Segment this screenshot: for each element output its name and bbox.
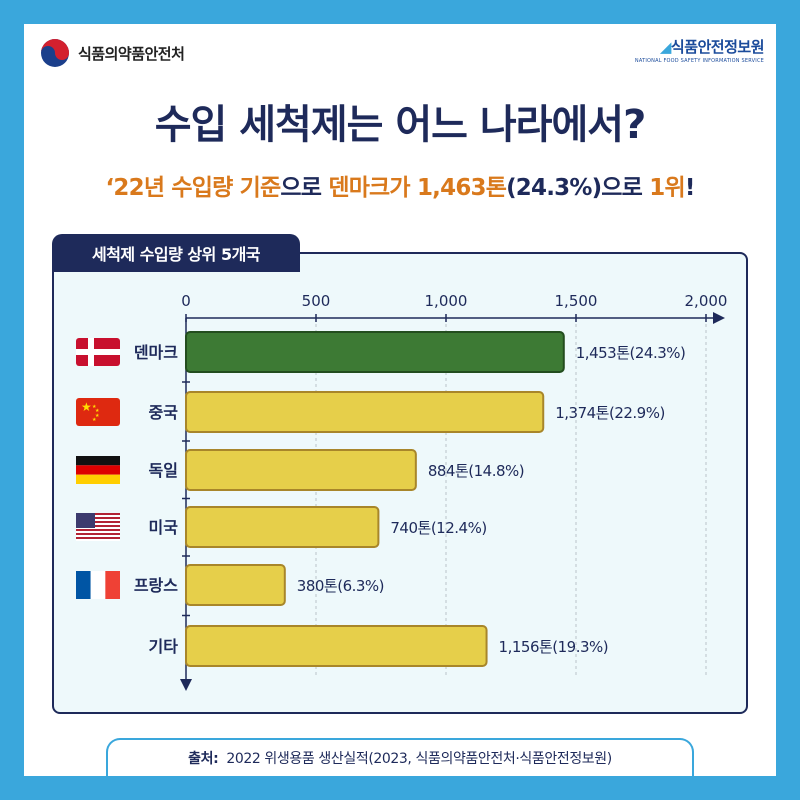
category-label: 기타 bbox=[149, 637, 179, 656]
x-tick-label: 0 bbox=[181, 292, 191, 310]
svg-text:★: ★ bbox=[95, 413, 100, 419]
data-label: 1,453톤(24.3%) bbox=[576, 344, 686, 362]
bar bbox=[185, 564, 286, 606]
mfds-name: 식품의약품안전처 bbox=[78, 44, 185, 63]
data-label: 1,374톤(22.9%) bbox=[555, 404, 665, 422]
mfds-logo: 식품의약품안전처 bbox=[40, 38, 185, 68]
nfsi-name-en: NATIONAL FOOD SAFETY INFORMATION SERVICE bbox=[634, 58, 764, 64]
x-tick-label: 1,500 bbox=[555, 292, 598, 310]
nfsi-logo: ◢식품안전정보원 NATIONAL FOOD SAFETY INFORMATIO… bbox=[634, 36, 765, 64]
nfsi-mark-icon: ◢ bbox=[659, 38, 672, 56]
flag-china-icon: ★ ★★★★ bbox=[76, 398, 120, 426]
chart-tab-title: 세척제 수입량 상위 5개국 bbox=[52, 234, 300, 272]
bar bbox=[185, 391, 545, 433]
taegeuk-icon bbox=[41, 39, 69, 67]
bar bbox=[185, 506, 380, 548]
category-label: 프랑스 bbox=[134, 576, 178, 595]
page-title: 수입 세척제는 어느 나라에서? bbox=[154, 102, 647, 148]
category-label: 덴마크 bbox=[134, 343, 178, 362]
page-subtitle: ‘22년 수입량 기준으로 덴마크가 1,463톤(24.3%)으로 1위! bbox=[105, 175, 695, 201]
svg-text:★: ★ bbox=[92, 404, 97, 410]
bar bbox=[185, 449, 417, 491]
x-tick-label: 1,000 bbox=[425, 292, 468, 310]
x-tick-label: 500 bbox=[302, 292, 331, 310]
x-tick-label: 2,000 bbox=[685, 292, 728, 310]
category-label: 중국 bbox=[149, 403, 179, 422]
flag-usa-icon bbox=[76, 513, 120, 541]
flag-denmark-icon bbox=[76, 338, 120, 366]
svg-text:★: ★ bbox=[81, 400, 92, 414]
svg-text:★: ★ bbox=[92, 417, 97, 423]
data-label: 380톤(6.3%) bbox=[297, 577, 384, 595]
bar bbox=[185, 625, 488, 667]
flag-germany-icon bbox=[76, 456, 120, 484]
data-label: 740톤(12.4%) bbox=[390, 519, 486, 537]
data-label: 1,156톤(19.3%) bbox=[499, 638, 609, 656]
category-label: 미국 bbox=[149, 518, 179, 537]
flag-france-icon bbox=[76, 571, 120, 599]
bar bbox=[185, 331, 565, 373]
nfsi-name: ◢식품안전정보원 bbox=[659, 38, 765, 56]
source-note: 출처: 2022 위생용품 생산실적(2023, 식품의약품안전처·식품안전정보원… bbox=[106, 738, 694, 776]
category-label: 독일 bbox=[149, 461, 178, 480]
svg-text:★: ★ bbox=[95, 408, 100, 414]
data-label: 884톤(14.8%) bbox=[428, 462, 524, 480]
